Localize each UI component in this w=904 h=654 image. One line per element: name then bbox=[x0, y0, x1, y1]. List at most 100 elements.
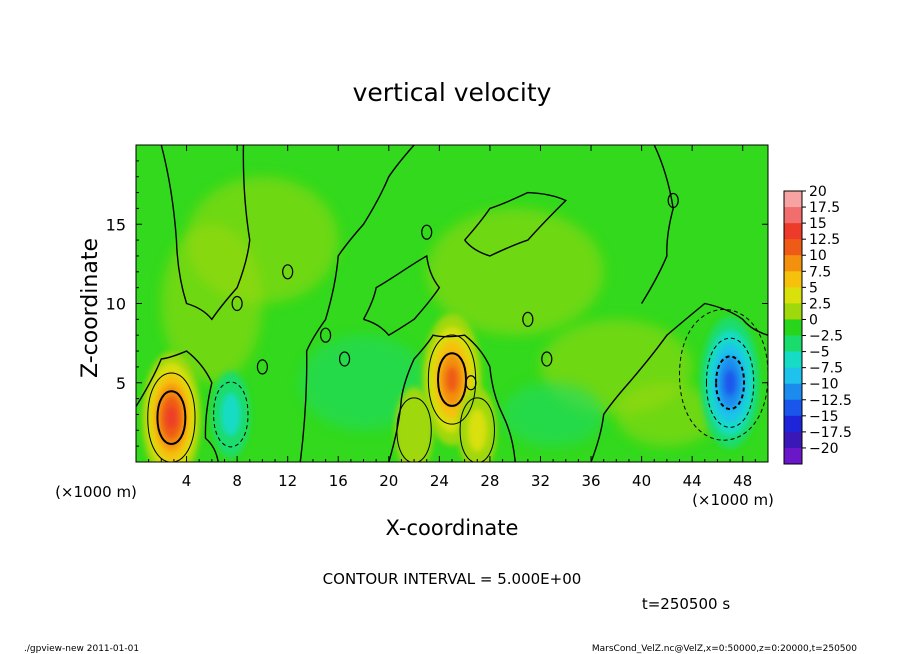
positive-contour bbox=[299, 145, 415, 462]
positive-contour bbox=[147, 372, 196, 462]
contour-interval: CONTOUR INTERVAL = 5.000E+00 bbox=[323, 570, 582, 588]
colorbar-swatch bbox=[784, 287, 802, 304]
colorbar-label: −20 bbox=[809, 441, 839, 457]
colorbar-swatch bbox=[784, 191, 802, 208]
colorbar-swatch bbox=[784, 367, 802, 385]
positive-contour bbox=[641, 145, 674, 304]
small-contour bbox=[320, 327, 332, 343]
colorbar-swatch bbox=[784, 303, 802, 320]
colorbar-swatch bbox=[784, 431, 802, 449]
colorbar-label: 2.5 bbox=[809, 296, 831, 312]
x-tick-label: 24 bbox=[430, 472, 449, 490]
x-tick-label: 36 bbox=[581, 472, 600, 490]
field-blob bbox=[166, 406, 177, 429]
x-tick-label: 32 bbox=[531, 472, 550, 490]
colorbar-swatch bbox=[784, 223, 802, 240]
colorbar-swatch bbox=[784, 399, 802, 417]
footer-right: MarsCond_VelZ.nc@VelZ,x=0:50000,z=0:2000… bbox=[592, 644, 857, 654]
colorbar-swatch bbox=[784, 447, 802, 465]
colorbar-label: −2.5 bbox=[809, 329, 843, 345]
colorbar-swatch bbox=[784, 319, 802, 336]
field-blob bbox=[446, 366, 458, 393]
field-variation bbox=[161, 224, 263, 383]
small-contour bbox=[421, 224, 433, 240]
colorbar-label: −17.5 bbox=[809, 425, 852, 441]
colorbar-label: 0 bbox=[809, 312, 818, 328]
field-variation bbox=[502, 382, 604, 447]
y-axis-label: Z-coordinate bbox=[78, 238, 103, 378]
small-contour bbox=[256, 359, 268, 375]
x-tick-label: 8 bbox=[232, 472, 242, 490]
colorbar-label: 7.5 bbox=[809, 264, 831, 280]
x-tick-label: 4 bbox=[182, 472, 192, 490]
colorbar-label: −15 bbox=[809, 409, 839, 425]
colorbar-label: 15 bbox=[809, 216, 827, 232]
colorbar-swatch bbox=[784, 239, 802, 256]
negative-contour bbox=[213, 381, 249, 448]
positive-contour bbox=[590, 302, 768, 462]
field-variation bbox=[426, 208, 604, 336]
colorbar-label: −7.5 bbox=[809, 361, 843, 377]
small-contour bbox=[465, 375, 477, 391]
small-contour bbox=[282, 264, 294, 280]
x-tick-label: 44 bbox=[683, 472, 702, 490]
colorbar-swatch bbox=[784, 415, 802, 433]
footer-left: ./gpview-new 2011-01-01 bbox=[24, 644, 139, 654]
small-contour bbox=[667, 192, 679, 209]
positive-contour bbox=[396, 397, 432, 462]
field-blob bbox=[467, 408, 487, 452]
contour-lines bbox=[136, 145, 768, 462]
positive-contour bbox=[388, 334, 516, 462]
small-contour bbox=[338, 351, 351, 367]
negative-contour bbox=[679, 309, 768, 441]
x-axis-label: X-coordinate bbox=[386, 516, 519, 540]
field-variation bbox=[300, 335, 427, 431]
time-label: t=250500 s bbox=[642, 595, 730, 613]
x-tick-label: 12 bbox=[278, 472, 297, 490]
y-tick-label: 5 bbox=[116, 374, 126, 393]
colorbar-swatch bbox=[784, 383, 802, 401]
colorbar-label: −10 bbox=[809, 377, 839, 393]
negative-contour bbox=[715, 355, 746, 411]
x-tick-label: 16 bbox=[329, 472, 348, 490]
x-axis-ticks: 4 8 12 16 20 24 28 32 36 40 44 48 bbox=[148, 145, 756, 490]
small-contour bbox=[541, 351, 553, 367]
positive-contour bbox=[136, 350, 219, 462]
y-tick-label: 10 bbox=[106, 295, 126, 314]
colorbar-label: −5 bbox=[809, 345, 830, 361]
positive-contour bbox=[464, 191, 567, 257]
field-blob bbox=[394, 387, 434, 462]
positive-contour bbox=[362, 254, 441, 337]
colorbar-swatch bbox=[784, 351, 802, 368]
colorbar-label: 20 bbox=[809, 184, 827, 200]
colorbar-label: −12.5 bbox=[809, 393, 852, 409]
small-contour bbox=[522, 311, 534, 327]
colorbar-label: 5 bbox=[809, 280, 818, 296]
x-axis-unit: (×1000 m) bbox=[692, 491, 774, 509]
field-variation bbox=[616, 382, 718, 447]
colorbar-label: 12.5 bbox=[809, 232, 840, 248]
positive-contour bbox=[156, 390, 187, 445]
colorbar-frame bbox=[783, 190, 803, 465]
positive-contour bbox=[459, 397, 495, 462]
x-tick-label: 40 bbox=[632, 472, 651, 490]
chart-title: vertical velocity bbox=[353, 78, 552, 107]
colorbar-swatch bbox=[784, 255, 802, 272]
positive-contour bbox=[160, 145, 251, 321]
velocity-field bbox=[141, 176, 760, 462]
colorbar: 2017.51512.5107.552.50−2.5−5−7.5−10−12.5… bbox=[783, 184, 852, 465]
y-tick-label: 15 bbox=[106, 215, 126, 234]
colorbar-label: 17.5 bbox=[809, 200, 840, 216]
colorbar-swatch bbox=[784, 271, 802, 288]
x-tick-label: 28 bbox=[480, 472, 499, 490]
x-tick-label: 48 bbox=[733, 472, 752, 490]
field-blob bbox=[724, 369, 736, 396]
y-axis-ticks: 5 10 15 bbox=[106, 160, 768, 447]
colorbar-swatch bbox=[784, 335, 802, 352]
colorbar-label: 10 bbox=[809, 248, 827, 264]
colorbar-swatch bbox=[784, 207, 802, 224]
x-tick-label: 20 bbox=[379, 472, 398, 490]
y-axis-unit: (×1000 m) bbox=[55, 483, 137, 501]
